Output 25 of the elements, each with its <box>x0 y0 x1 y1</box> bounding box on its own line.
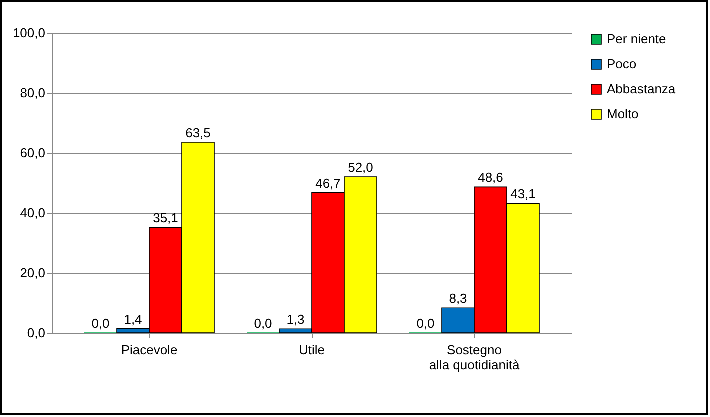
x-tick-label: Utile <box>298 342 326 358</box>
y-tick-label: 100,0 <box>12 26 46 40</box>
data-label: 0,0 <box>254 316 272 331</box>
data-label: 63,5 <box>186 126 211 140</box>
x-tick-label: Piacevole <box>121 342 178 358</box>
data-label: 52,0 <box>348 160 374 175</box>
data-label: 35,1 <box>153 210 178 226</box>
data-label: 0,0 <box>92 316 110 331</box>
data-label: 43,1 <box>510 186 536 202</box>
legend-label: Abbastanza <box>607 82 676 96</box>
y-tick-label: 20,0 <box>20 266 46 280</box>
data-label: 0,0 <box>416 316 435 331</box>
legend-label: Per niente <box>607 32 666 46</box>
data-label: 8,3 <box>449 291 468 306</box>
data-label: 48,6 <box>478 170 504 186</box>
x-tick-label: Sostegno alla quotidianità <box>429 342 520 372</box>
y-tick-label: 40,0 <box>20 206 46 220</box>
y-tick-label: 80,0 <box>20 86 46 100</box>
data-label: 46,7 <box>316 176 341 191</box>
y-tick-label: 60,0 <box>20 146 46 160</box>
data-label: 1,3 <box>286 312 305 328</box>
data-label: 1,4 <box>124 312 142 327</box>
y-tick-label: 0,0 <box>27 326 46 340</box>
legend-label: Poco <box>607 56 637 72</box>
legend-label: Molto <box>607 106 639 122</box>
